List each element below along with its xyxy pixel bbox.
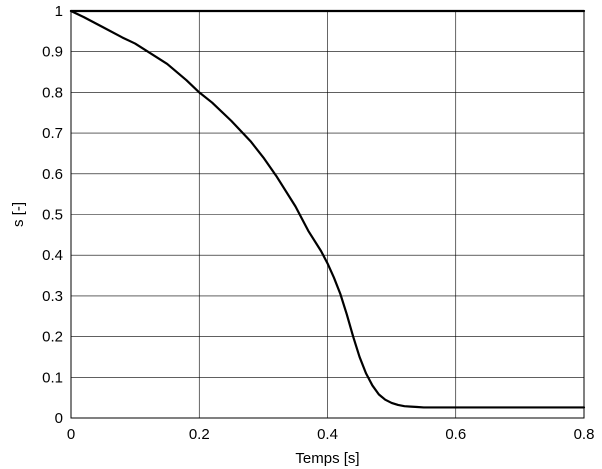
y-tick-label: 1: [55, 3, 63, 20]
y-tick-label: 0.5: [42, 207, 63, 224]
x-tick-label: 0.6: [445, 426, 466, 443]
grid: [71, 11, 584, 418]
y-tick-label: 0.2: [42, 329, 63, 346]
y-tick-label: 0.1: [42, 369, 63, 386]
y-tick-label: 0.8: [42, 84, 63, 101]
y-tick-label: 0.4: [42, 247, 63, 264]
y-axis-label: s [-]: [10, 202, 27, 227]
x-tick-label: 0.4: [317, 426, 338, 443]
x-tick-label: 0: [67, 426, 75, 443]
y-tick-label: 0.6: [42, 166, 63, 183]
y-tick-label: 0: [55, 410, 63, 427]
y-axis-ticks: 0 0.1 0.2 0.3 0.4 0.5 0.6 0.7 0.8 0.9 1: [42, 3, 63, 427]
y-tick-label: 0.3: [42, 288, 63, 305]
y-tick-label: 0.9: [42, 44, 63, 61]
series-line-1: [69, 9, 586, 409]
plot-frame: [70, 10, 585, 419]
x-axis-label: Temps [s]: [295, 450, 359, 467]
x-tick-label: 0.8: [574, 426, 595, 443]
y-tick-label: 0.7: [42, 125, 63, 142]
x-tick-label: 0.2: [189, 426, 210, 443]
x-axis-ticks: 0 0.2 0.4 0.6 0.8: [67, 426, 595, 443]
